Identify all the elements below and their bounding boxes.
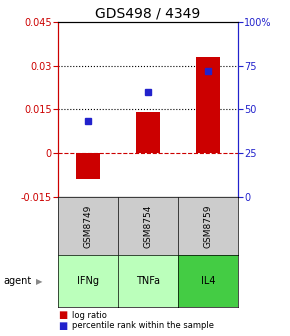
Text: percentile rank within the sample: percentile rank within the sample: [72, 322, 215, 330]
Text: ▶: ▶: [36, 277, 42, 286]
Text: agent: agent: [3, 277, 31, 286]
Text: log ratio: log ratio: [72, 311, 107, 320]
Text: GSM8749: GSM8749: [84, 204, 93, 248]
Text: ■: ■: [58, 310, 67, 320]
Bar: [76, 153, 100, 179]
Bar: [136, 112, 160, 153]
Bar: [196, 57, 220, 153]
Text: ■: ■: [58, 321, 67, 331]
Text: IL4: IL4: [201, 277, 215, 286]
Text: GSM8759: GSM8759: [203, 204, 212, 248]
Text: GSM8754: GSM8754: [143, 204, 153, 248]
Text: TNFa: TNFa: [136, 277, 160, 286]
Text: IFNg: IFNg: [77, 277, 99, 286]
Title: GDS498 / 4349: GDS498 / 4349: [95, 7, 200, 21]
